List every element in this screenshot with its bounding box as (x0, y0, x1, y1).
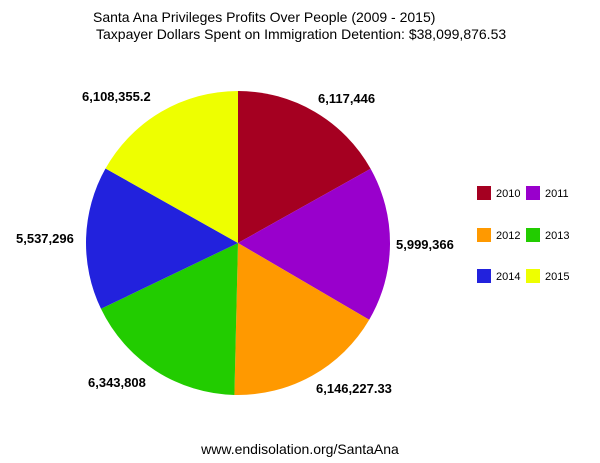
legend-label-2015: 2015 (545, 271, 569, 283)
pie-slice-2013 (100, 243, 238, 395)
chart-subtitle: Taxpayer Dollars Spent on Immigration De… (96, 26, 507, 42)
slice-label-2012: 6,146,227.33 (316, 381, 392, 396)
pie-slice-2015 (105, 91, 238, 243)
pie-slice-2014 (85, 168, 238, 309)
legend-label-2013: 2013 (545, 230, 569, 242)
pie-slice-2012 (234, 243, 370, 396)
slice-label-2010: 6,117,446 (318, 91, 375, 106)
pie-slice-2011 (238, 168, 390, 320)
source-url: www.endisolation.org/SantaAna (201, 441, 399, 457)
legend-swatch-2011 (526, 186, 540, 200)
slice-label-2015: 6,108,355.2 (82, 89, 151, 104)
slice-label-2011: 5,999,366 (396, 237, 454, 252)
chart-title: Santa Ana Privileges Profits Over People… (93, 9, 436, 25)
slice-labels: 6,117,446 5,999,366 6,146,227.33 6,343,808 5… (16, 89, 454, 396)
legend-label-2012: 2012 (496, 230, 520, 242)
pie-slice-2010 (238, 91, 371, 243)
slice-label-2014: 5,537,296 (16, 231, 74, 246)
legend-swatch-2012 (477, 228, 491, 242)
legend-swatch-2013 (526, 228, 540, 242)
legend-swatch-2014 (477, 269, 491, 283)
slice-label-2013: 6,343,808 (88, 375, 146, 390)
legend-label-2011: 2011 (545, 188, 569, 200)
pie-slices (85, 91, 390, 396)
legend-swatch-2010 (477, 186, 491, 200)
legend: 2010 2011 2012 2013 2014 2015 (477, 186, 569, 283)
legend-label-2010: 2010 (496, 188, 520, 200)
legend-label-2014: 2014 (496, 271, 520, 283)
legend-swatch-2015 (526, 269, 540, 283)
